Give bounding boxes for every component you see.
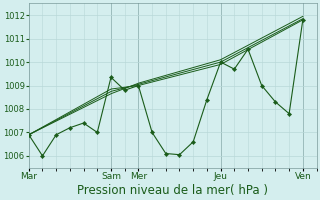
X-axis label: Pression niveau de la mer( hPa ): Pression niveau de la mer( hPa ) bbox=[77, 184, 268, 197]
